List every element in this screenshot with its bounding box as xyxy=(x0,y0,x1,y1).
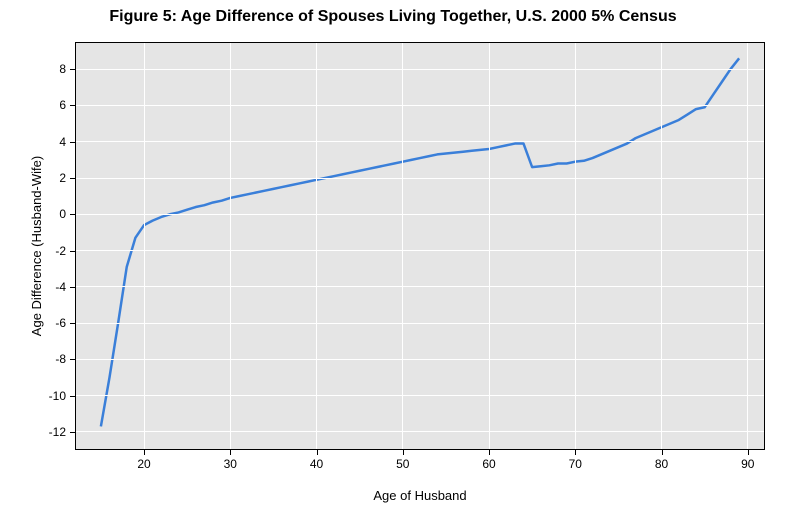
x-tick-label: 50 xyxy=(396,457,409,471)
gridline-vertical xyxy=(747,42,748,450)
x-tick-label: 60 xyxy=(482,457,495,471)
y-tick-label: -8 xyxy=(36,352,66,366)
x-tick-mark xyxy=(317,450,318,455)
gridline-vertical xyxy=(489,42,490,450)
x-tick-label: 70 xyxy=(569,457,582,471)
x-tick-mark xyxy=(662,450,663,455)
y-tick-label: -10 xyxy=(36,389,66,403)
series-path xyxy=(101,58,739,426)
x-tick-mark xyxy=(489,450,490,455)
x-tick-mark xyxy=(230,450,231,455)
y-tick-label: -12 xyxy=(36,425,66,439)
x-tick-mark xyxy=(575,450,576,455)
plot-border xyxy=(75,449,765,450)
y-tick-label: 2 xyxy=(36,171,66,185)
gridline-vertical xyxy=(402,42,403,450)
x-tick-mark xyxy=(144,450,145,455)
figure-container: Figure 5: Age Difference of Spouses Livi… xyxy=(0,0,786,516)
plot-border xyxy=(75,42,76,450)
x-tick-label: 20 xyxy=(137,457,150,471)
y-tick-label: -2 xyxy=(36,244,66,258)
x-axis-label: Age of Husband xyxy=(75,488,765,503)
x-tick-mark xyxy=(748,450,749,455)
gridline-vertical xyxy=(230,42,231,450)
y-tick-label: 0 xyxy=(36,207,66,221)
y-tick-label: -6 xyxy=(36,316,66,330)
x-tick-label: 90 xyxy=(741,457,754,471)
x-tick-mark xyxy=(403,450,404,455)
gridline-vertical xyxy=(144,42,145,450)
gridline-vertical xyxy=(316,42,317,450)
plot-border xyxy=(75,42,765,43)
plot-area xyxy=(75,42,765,450)
x-tick-label: 40 xyxy=(310,457,323,471)
gridline-vertical xyxy=(661,42,662,450)
x-tick-label: 80 xyxy=(655,457,668,471)
y-tick-label: 6 xyxy=(36,98,66,112)
x-tick-label: 30 xyxy=(224,457,237,471)
y-tick-label: 4 xyxy=(36,135,66,149)
gridline-vertical xyxy=(575,42,576,450)
plot-border xyxy=(764,42,765,450)
chart-title: Figure 5: Age Difference of Spouses Livi… xyxy=(0,8,786,26)
y-tick-label: -4 xyxy=(36,280,66,294)
y-tick-label: 8 xyxy=(36,62,66,76)
